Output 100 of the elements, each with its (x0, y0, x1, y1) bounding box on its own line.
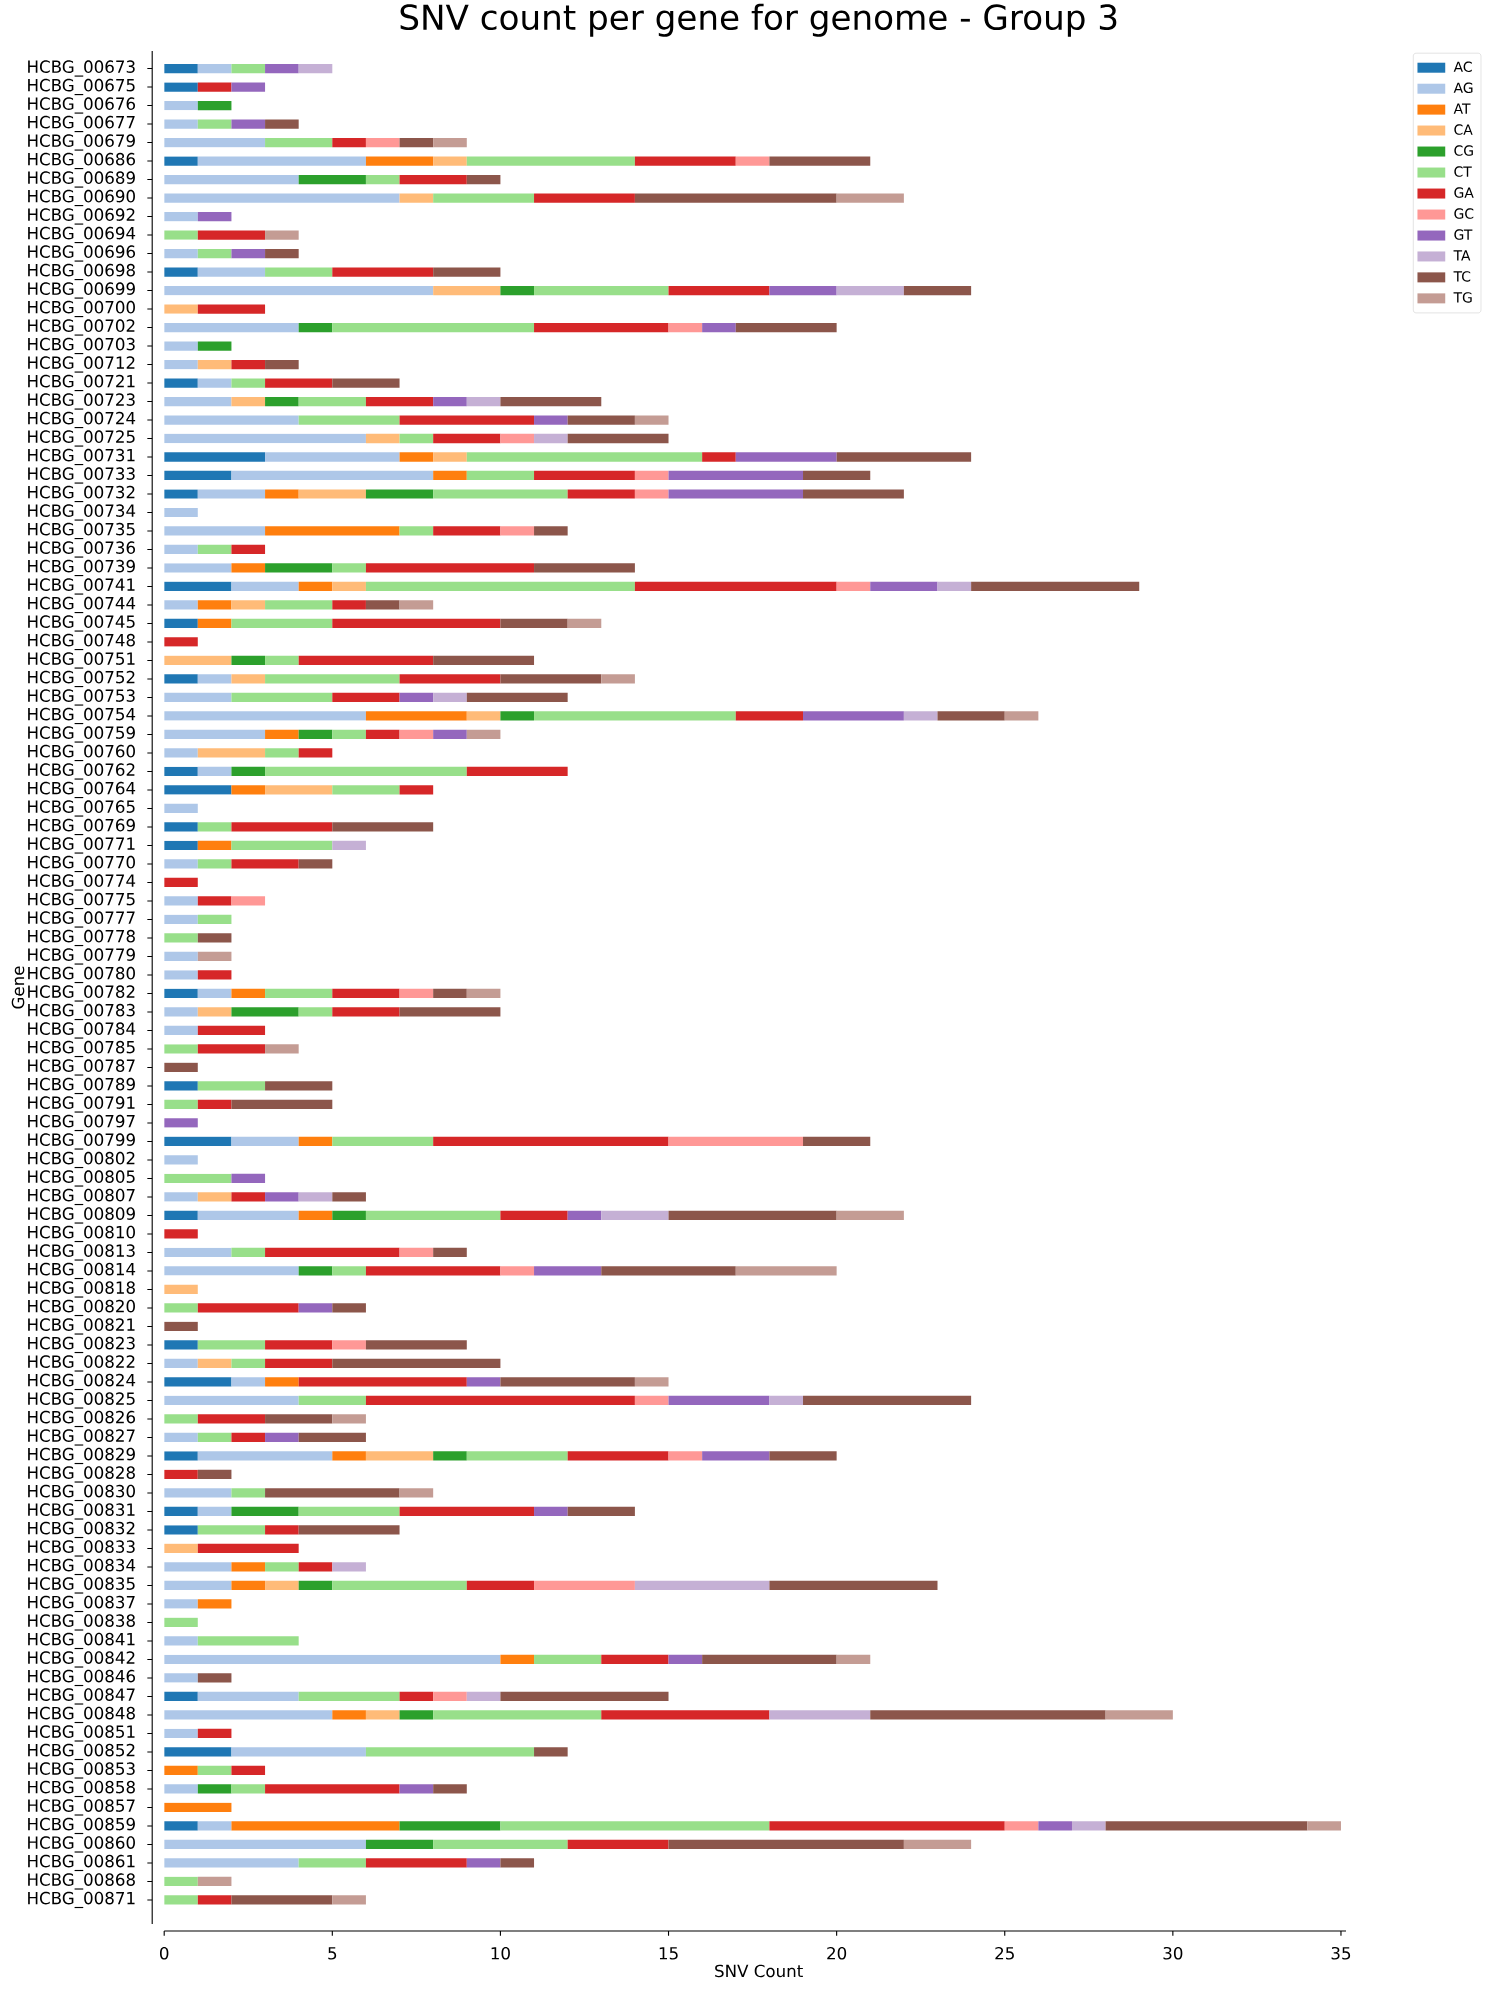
bar (265, 988, 333, 999)
bar (231, 1747, 366, 1757)
bar (298, 729, 333, 740)
bar (231, 896, 266, 906)
bar (433, 1136, 669, 1147)
y-tick-label: HCBG_00859 (28, 1817, 135, 1835)
x-tick-label: 35 (1331, 1946, 1351, 1960)
bar (164, 1543, 198, 1554)
y-tick-label: HCBG_00810 (28, 1225, 135, 1243)
chart-title: SNV count per gene for genome - Group 3 (400, 3, 1117, 37)
y-tick-label: HCBG_00694 (28, 226, 136, 244)
bar (265, 489, 299, 499)
bar (433, 433, 501, 444)
bar (265, 396, 299, 407)
bar (500, 396, 602, 407)
bar (164, 193, 400, 203)
bar (197, 156, 366, 166)
bar (298, 1580, 333, 1591)
y-tick-label: HCBG_00805 (28, 1170, 135, 1187)
bar (164, 452, 266, 462)
bar (197, 896, 232, 906)
legend-label: GA (1454, 187, 1474, 198)
bar (164, 970, 198, 980)
bar (197, 1599, 232, 1609)
bar (164, 359, 198, 370)
y-tick-label: HCBG_00778 (28, 929, 135, 947)
bar (433, 1247, 467, 1258)
bar (164, 1839, 366, 1850)
bar (332, 137, 366, 148)
bar (668, 322, 703, 333)
bar (265, 766, 467, 777)
bar (634, 489, 669, 499)
bar (365, 1395, 635, 1406)
bar (231, 822, 333, 832)
bar (231, 1007, 299, 1017)
bar (197, 1007, 232, 1017)
legend-label: AG (1453, 82, 1473, 94)
bar (197, 951, 232, 962)
bar (735, 452, 837, 462)
bar (668, 1136, 804, 1147)
bar (231, 1247, 266, 1258)
bar (197, 1673, 232, 1683)
bar (164, 396, 232, 407)
bar (164, 1728, 198, 1739)
bar (164, 1488, 232, 1498)
y-tick-label: HCBG_00753 (28, 689, 135, 706)
bar (298, 1303, 333, 1313)
bar (399, 433, 434, 444)
bar (433, 655, 535, 666)
y-tick-label: HCBG_00833 (28, 1540, 135, 1557)
x-tick-label: 5 (328, 1947, 337, 1960)
bar (164, 415, 299, 425)
bar (332, 840, 366, 851)
bar (197, 1728, 232, 1739)
bar (164, 1025, 198, 1036)
bar (769, 1580, 938, 1591)
bar (164, 1469, 198, 1480)
bar (164, 748, 198, 758)
bar (433, 285, 501, 296)
bar (164, 914, 198, 925)
bar (164, 1747, 232, 1757)
x-tick-label: 10 (491, 1946, 510, 1960)
bar (500, 674, 602, 684)
bar (231, 859, 299, 869)
bar (164, 1266, 299, 1276)
bar (836, 581, 871, 592)
bar (164, 1636, 198, 1646)
bar (298, 489, 366, 499)
bar (332, 618, 501, 629)
bar (298, 1210, 333, 1221)
bar (937, 581, 972, 592)
bar (231, 1136, 299, 1147)
bar (164, 1562, 232, 1572)
bar (466, 766, 568, 777)
y-tick-label: HCBG_00823 (28, 1336, 135, 1354)
bar (231, 119, 266, 129)
bar (231, 1099, 333, 1110)
bar (668, 1839, 904, 1850)
y-tick-label: HCBG_00842 (28, 1651, 135, 1668)
bar (298, 63, 333, 74)
y-tick-label: HCBG_00871 (28, 1891, 135, 1909)
y-tick-label: HCBG_00725 (28, 430, 135, 447)
bar (534, 193, 635, 203)
bar (197, 859, 232, 869)
bar (803, 1136, 871, 1147)
y-tick-label: HCBG_00699 (28, 282, 135, 299)
bar (735, 711, 804, 721)
y-tick-label: HCBG_00736 (28, 541, 136, 558)
bar (265, 674, 400, 684)
y-tick-label: HCBG_00827 (28, 1429, 135, 1446)
bar (433, 526, 501, 536)
bar (534, 1266, 602, 1276)
bar (769, 1710, 871, 1720)
bar (836, 452, 972, 462)
y-tick-label: HCBG_00769 (28, 818, 135, 836)
bar (164, 1414, 198, 1424)
y-tick-label: HCBG_00858 (28, 1780, 135, 1798)
bar (231, 1358, 266, 1369)
bar (197, 1432, 232, 1443)
bar (164, 1229, 198, 1239)
